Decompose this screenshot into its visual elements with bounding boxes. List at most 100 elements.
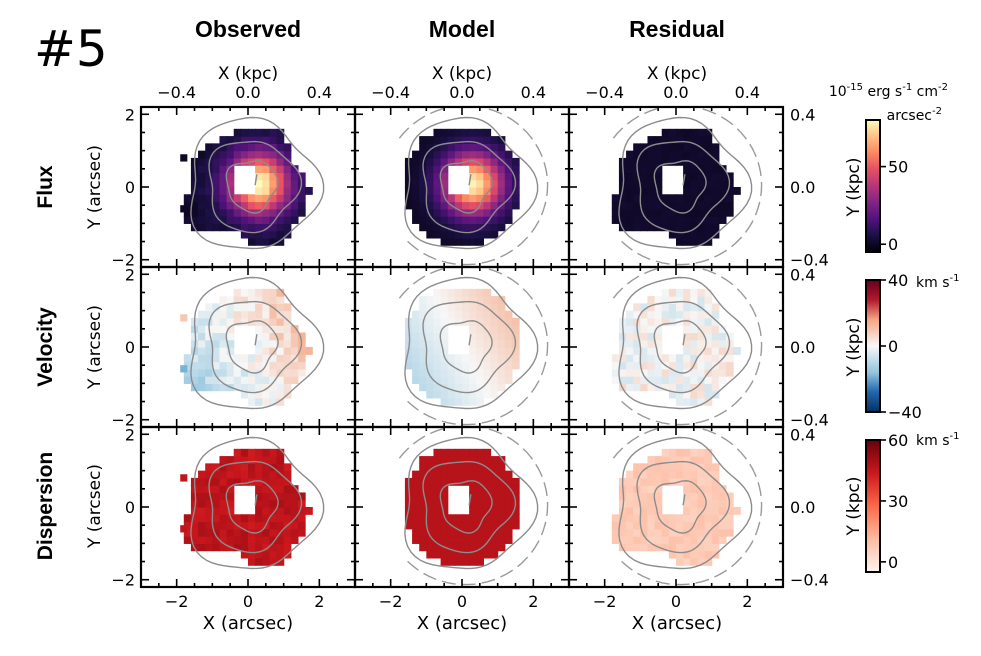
map-pixel: [283, 143, 292, 152]
map-pixel: [618, 208, 627, 217]
map-pixel: [483, 485, 492, 494]
map-pixel: [454, 194, 463, 203]
map-pixel: [269, 216, 278, 224]
map-pixel: [725, 492, 734, 501]
map-pixel: [497, 194, 506, 203]
contour-center: [254, 494, 258, 506]
map-pixel: [205, 470, 213, 479]
map-pixel: [497, 150, 506, 159]
map-pixel: [718, 325, 727, 334]
map-pixel: [654, 325, 663, 334]
map-pixel: [219, 165, 228, 174]
map-pixel: [497, 528, 506, 537]
map-pixel: [255, 317, 263, 326]
map-pixel: [647, 463, 656, 472]
map-pixel: [240, 230, 249, 239]
map-pixel: [476, 557, 484, 566]
map-pixel: [219, 477, 228, 486]
map-pixel: [618, 376, 627, 384]
map-pixel: [469, 157, 477, 166]
map-pixel: [654, 201, 663, 210]
map-pixel: [661, 477, 670, 486]
top-xlabel: X (kpc): [218, 64, 278, 84]
map-pixel: [290, 172, 299, 181]
map-pixel: [676, 230, 684, 239]
map-pixel: [190, 194, 199, 203]
map-pixel: [676, 521, 684, 530]
map-pixel: [469, 179, 477, 188]
map-pixel: [725, 361, 734, 370]
map-pixel: [683, 194, 691, 203]
map-pixel: [654, 368, 663, 377]
map-pixel: [661, 296, 670, 304]
map-pixel: [440, 557, 449, 566]
map-pixel: [212, 332, 221, 341]
map-pixel: [440, 143, 449, 152]
map-pixel: [283, 325, 292, 334]
map-pixel: [618, 536, 627, 544]
map-pixel: [469, 477, 477, 486]
map-pixel: [626, 310, 634, 319]
map-pixel: [419, 187, 427, 195]
map-pixel: [690, 543, 698, 552]
map-pixel: [490, 514, 499, 523]
map-pixel: [269, 536, 278, 544]
map-pixel: [490, 463, 499, 472]
map-pixel: [640, 528, 649, 537]
map-pixel: [469, 325, 477, 334]
map-pixel: [440, 157, 449, 166]
map-pixel: [226, 208, 235, 217]
map-pixel: [262, 223, 270, 232]
map-pixel: [640, 179, 649, 188]
map-pixel: [433, 187, 442, 195]
map-pixel: [283, 150, 292, 159]
map-pixel: [433, 463, 442, 472]
map-pixel: [483, 368, 492, 377]
map-pixel: [205, 528, 213, 537]
map-pixel: [704, 201, 713, 210]
map-pixel: [440, 507, 449, 515]
map-pixel: [668, 194, 677, 203]
map-pixel: [661, 150, 670, 159]
model-outer-contour: [612, 427, 763, 586]
right-ylabel: Y (kpc): [844, 157, 864, 217]
map-pixel: [640, 536, 649, 544]
map-pixel: [233, 128, 242, 137]
map-pixel: [683, 543, 691, 552]
map-pixel: [704, 477, 713, 486]
map-pixel: [433, 528, 442, 537]
map-pixel: [269, 361, 278, 370]
map-pixel: [725, 507, 734, 515]
contour-line: [653, 160, 707, 214]
map-pixel: [711, 383, 720, 392]
map-pixel: [676, 128, 684, 137]
map-pixel: [483, 390, 492, 399]
map-pixel: [205, 514, 213, 523]
map-pixel: [683, 128, 691, 137]
map-pixel: [255, 536, 263, 544]
map-pixel: [690, 237, 698, 246]
map-pixel: [212, 361, 221, 370]
map-pixel: [711, 470, 720, 479]
map-pixel: [419, 499, 427, 508]
map-pixel: [683, 485, 691, 494]
map-pixel: [269, 397, 278, 406]
map-pixel: [690, 296, 698, 304]
map-pixel: [198, 383, 206, 392]
map-pixel: [647, 499, 656, 508]
map-pixel: [476, 303, 484, 312]
map-pixel: [647, 150, 656, 159]
map-pixel: [447, 150, 456, 159]
right-ylabel: Y (kpc): [844, 317, 864, 377]
map-pixel: [212, 208, 221, 217]
map-pixel: [718, 492, 727, 501]
map-pixel: [704, 179, 713, 188]
map-pixel: [212, 470, 221, 479]
left-tick-label: 0: [125, 498, 135, 517]
map-pixel: [419, 456, 427, 464]
map-pixel: [483, 376, 492, 384]
map-pixel: [440, 463, 449, 472]
map-pixel: [483, 325, 492, 334]
map-pixel: [697, 332, 706, 341]
map-pixel: [718, 536, 727, 544]
